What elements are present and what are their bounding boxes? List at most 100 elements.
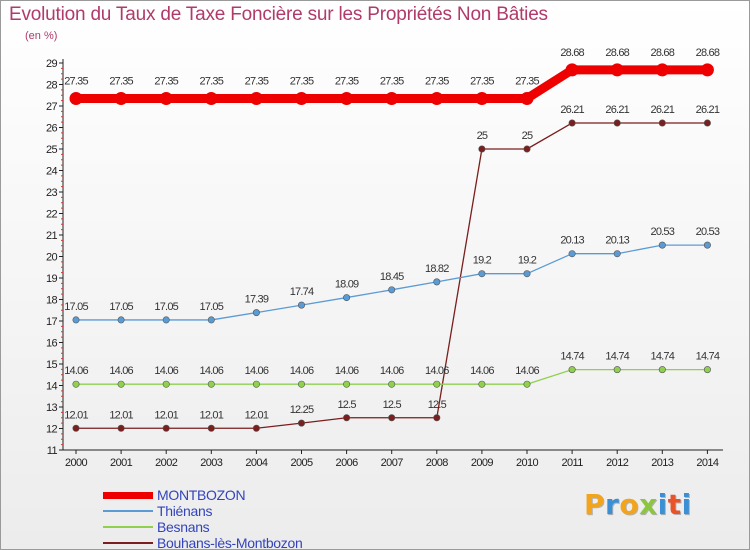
data-point [613,250,621,258]
data-point [568,366,576,374]
x-tick-label: 2011 [561,457,583,469]
data-point [520,91,534,105]
chart-title: Evolution du Taux de Taxe Foncière sur l… [9,4,548,25]
y-tick-label: 11 [47,445,58,457]
data-label: 27.35 [245,75,269,87]
data-point [117,316,125,324]
y-tick-label: 14 [46,381,58,393]
data-label: 19.2 [473,255,492,267]
x-tick-label: 2010 [516,457,539,469]
data-point [117,424,125,432]
data-point [72,316,80,324]
data-point [703,366,711,374]
x-tick-label: 2005 [290,457,313,469]
data-label: 17.05 [109,301,133,313]
x-tick-label: 2014 [696,457,719,469]
data-point [568,250,576,258]
series-thi-nans: 17.05 17.05 17.05 17.05 17.39 17.74 18.09 18.45… [64,226,721,324]
data-label: 14.06 [380,365,404,377]
data-label: 18.09 [335,279,359,291]
y-tick-label: 20 [46,252,58,264]
y-tick-label: 26 [46,123,58,135]
data-point [613,366,621,374]
data-label: 14.74 [560,351,584,363]
data-label: 12.01 [109,409,133,421]
x-tick-label: 2000 [65,457,88,469]
logo-letter: r [605,488,620,521]
data-label: 27.35 [64,75,88,87]
x-tick-label: 2008 [426,457,449,469]
data-label: 27.35 [290,75,314,87]
data-label: 27.35 [335,75,359,87]
data-label: 17.05 [200,301,224,313]
data-point [249,91,263,105]
x-tick-label: 2003 [200,457,223,469]
data-label: 27.35 [109,75,133,87]
logo-letter: P [584,488,606,521]
y-tick-label: 22 [46,209,58,221]
data-label: 25 [522,130,533,142]
data-label: 14.06 [200,365,224,377]
y-axis-unit-label: (en %) [25,30,58,42]
y-tick-label: 25 [46,144,58,156]
data-label: 26.21 [605,104,629,116]
data-point [523,145,531,153]
data-label: 26.21 [696,104,720,116]
data-label: 28.68 [696,47,720,59]
y-tick-label: 15 [46,359,58,371]
legend-swatch [103,510,153,512]
data-point [204,91,218,105]
x-tick-label: 2013 [651,457,674,469]
series-layer: 12.01 12.01 12.01 12.01 12.01 12.25 12.5 12.5 12… [64,47,721,432]
logo-letter: o [619,488,640,521]
data-label: 17.74 [290,286,314,298]
legend-swatch [103,542,153,544]
data-label: 17.05 [64,301,88,313]
data-point [385,91,399,105]
data-point [703,241,711,249]
data-label: 27.35 [515,75,539,87]
data-label: 12.25 [290,404,314,416]
data-point [433,380,441,388]
data-label: 19.2 [518,255,537,267]
data-point [297,301,305,309]
data-point [159,91,173,105]
data-point [658,241,666,249]
data-label: 26.21 [651,104,675,116]
proxiti-logo: Proxiti [584,488,692,521]
logo-letter: x [639,488,658,521]
legend: MONTBOZON Thiénans Besnans Bouhans-lès-Mont… [103,487,303,549]
series-bouhans-l-s-montbozon: 12.01 12.01 12.01 12.01 12.01 12.25 12.5 12.5 12… [64,104,721,432]
data-label: 27.35 [470,75,494,87]
data-point [295,91,308,105]
data-point [433,414,441,422]
data-point [162,316,170,324]
y-tick-label: 12 [46,424,58,436]
data-label: 14.06 [64,365,88,377]
data-point [340,91,354,105]
data-point [388,414,396,422]
x-tick-label: 2001 [110,457,133,469]
axes: 11 12 13 14 15 16 17 18 19 20 21 22 23 24 25 26 27 28 29 20… [46,58,723,469]
y-tick-label: 17 [46,316,58,328]
x-tick-label: 2012 [606,457,629,469]
data-point [114,91,128,105]
y-tick-label: 27 [46,101,58,113]
data-label: 14.06 [245,365,269,377]
data-label: 14.06 [290,365,314,377]
data-point [433,278,441,286]
legend-label: Thiénans [157,503,213,519]
data-point [388,286,396,294]
data-label: 27.35 [425,75,449,87]
data-label: 14.06 [335,365,359,377]
data-point [610,63,624,77]
data-point [252,380,260,388]
data-label: 12.01 [154,409,178,421]
data-point [565,63,579,77]
data-label: 14.06 [470,365,494,377]
data-label: 17.05 [154,301,178,313]
data-label: 12.01 [64,409,88,421]
y-tick-label: 28 [46,80,58,92]
series-besnans: 14.06 14.06 14.06 14.06 14.06 14.06 14.06 14.06… [64,351,721,388]
